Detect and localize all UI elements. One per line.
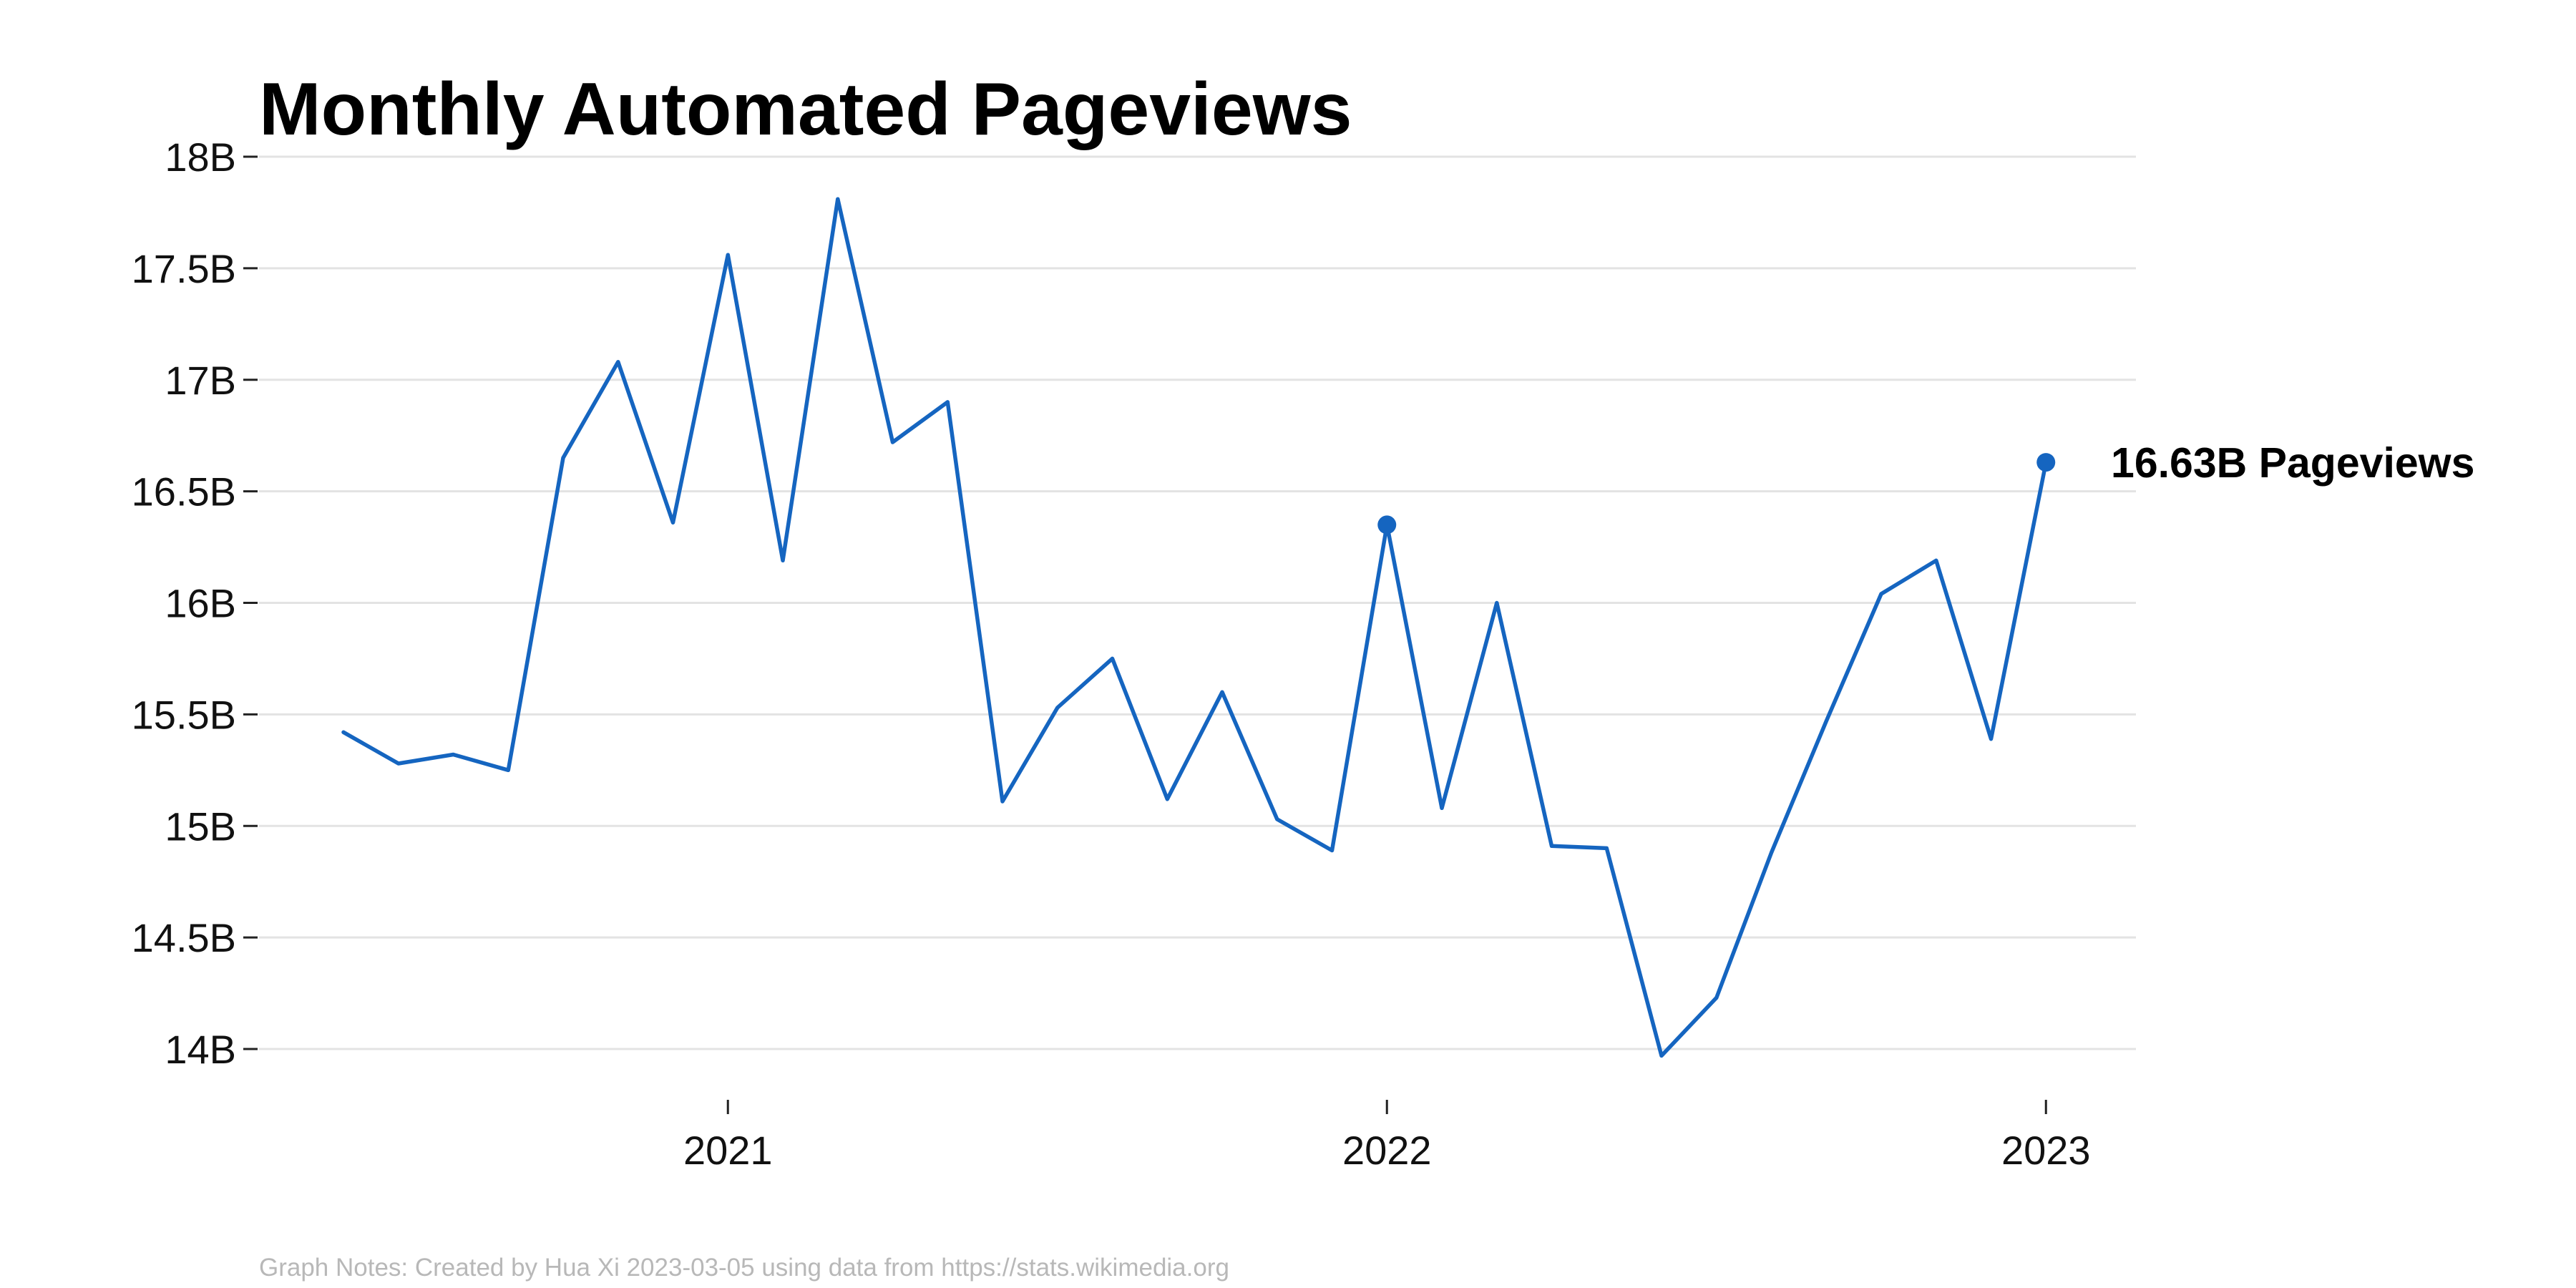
- data-point: [1377, 515, 1397, 535]
- y-tick-label: 17B: [165, 358, 236, 403]
- chart-title: Monthly Automated Pageviews: [259, 68, 1352, 151]
- y-tick-label: 18B: [165, 135, 236, 180]
- y-tick-label: 15.5B: [132, 692, 236, 737]
- x-axis: 2021 2022 2023: [683, 1100, 2091, 1173]
- data-point: [2036, 453, 2056, 472]
- y-gridlines: [259, 155, 2136, 1050]
- graph-notes: Graph Notes: Created by Hua Xi 2023-03-0…: [259, 1254, 1229, 1282]
- y-tick-label: 15B: [165, 804, 236, 849]
- y-tick-label: 14.5B: [132, 915, 236, 960]
- x-tick-label: 2023: [2001, 1128, 2091, 1173]
- last-value-annotation: 16.63B Pageviews: [2111, 439, 2474, 487]
- series-layer: [341, 197, 2049, 1058]
- x-tick-label: 2021: [683, 1128, 773, 1173]
- y-axis: 14B 14.5B 15B 15.5B 16B 16.5B 17B 17.5B 18B: [132, 135, 258, 1072]
- y-tick-label: 16B: [165, 581, 236, 626]
- y-tick-label: 17.5B: [132, 246, 236, 291]
- y-tick-label: 14B: [165, 1027, 236, 1072]
- highlight-points: [1377, 453, 2056, 535]
- y-tick-label: 16.5B: [132, 469, 236, 514]
- x-tick-label: 2022: [1342, 1128, 1432, 1173]
- series-line: [341, 197, 2049, 1058]
